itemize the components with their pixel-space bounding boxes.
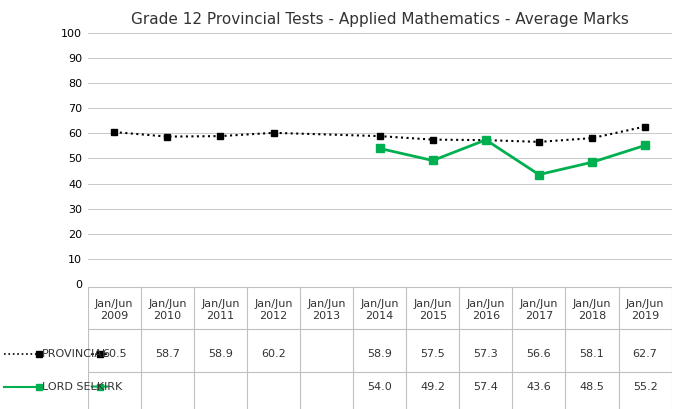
Text: Jan/Jun
2016: Jan/Jun 2016: [466, 299, 505, 321]
Text: Jan/Jun
2012: Jan/Jun 2012: [254, 299, 293, 321]
Text: 58.9: 58.9: [208, 349, 233, 359]
Text: 48.5: 48.5: [580, 382, 604, 391]
Text: 56.6: 56.6: [526, 349, 551, 359]
Text: 49.2: 49.2: [421, 382, 446, 391]
Text: Jan/Jun
2017: Jan/Jun 2017: [520, 299, 558, 321]
Text: 58.7: 58.7: [155, 349, 180, 359]
Text: 55.2: 55.2: [632, 382, 657, 391]
Text: 60.2: 60.2: [261, 349, 286, 359]
Text: 58.1: 58.1: [580, 349, 604, 359]
Text: Jan/Jun
2018: Jan/Jun 2018: [573, 299, 612, 321]
Text: Jan/Jun
2014: Jan/Jun 2014: [360, 299, 399, 321]
Text: 54.0: 54.0: [367, 382, 392, 391]
Title: Grade 12 Provincial Tests - Applied Mathematics - Average Marks: Grade 12 Provincial Tests - Applied Math…: [131, 12, 628, 27]
Text: PROVINCIAL: PROVINCIAL: [42, 349, 109, 359]
Text: Jan/Jun
2011: Jan/Jun 2011: [201, 299, 240, 321]
Text: 43.6: 43.6: [526, 382, 551, 391]
Text: 58.9: 58.9: [367, 349, 392, 359]
Text: LORD SELKIRK: LORD SELKIRK: [42, 382, 122, 391]
Text: Jan/Jun
2013: Jan/Jun 2013: [307, 299, 346, 321]
Text: 57.5: 57.5: [421, 349, 445, 359]
Text: 57.4: 57.4: [473, 382, 498, 391]
Text: Jan/Jun
2015: Jan/Jun 2015: [414, 299, 452, 321]
Text: Jan/Jun
2009: Jan/Jun 2009: [95, 299, 134, 321]
Text: 57.3: 57.3: [473, 349, 498, 359]
Text: 60.5: 60.5: [102, 349, 127, 359]
Text: Jan/Jun
2010: Jan/Jun 2010: [148, 299, 186, 321]
Text: Jan/Jun
2019: Jan/Jun 2019: [626, 299, 664, 321]
Text: 62.7: 62.7: [632, 349, 657, 359]
